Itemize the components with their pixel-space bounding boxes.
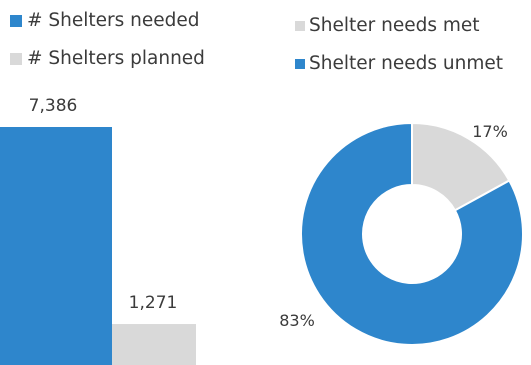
legend-item-shelters-planned: # Shelters planned [10, 48, 205, 69]
legend-label-met: Shelter needs met [309, 15, 480, 36]
legend-label-unmet: Shelter needs unmet [309, 53, 503, 74]
donut-slice-needs-unmet [300, 121, 524, 346]
donut-slice-needs-met [411, 121, 511, 212]
legend-swatch-needed [10, 14, 22, 27]
donut-percent-label: 17% [472, 122, 508, 141]
donut-percent-label: 83% [279, 311, 315, 330]
bar-value-label: 1,271 [129, 293, 178, 313]
bar-shelters-planned [112, 324, 196, 365]
bar-value-label: 7,386 [29, 96, 78, 116]
legend-label-planned: # Shelters planned [27, 48, 205, 69]
legend-item-needs-unmet: Shelter needs unmet [295, 53, 503, 74]
bar-shelters-needed [0, 127, 112, 365]
legend-swatch-planned [10, 52, 22, 65]
legend-item-shelters-needed: # Shelters needed [10, 10, 200, 31]
legend-label-needed: # Shelters needed [27, 10, 200, 31]
legend-item-needs-met: Shelter needs met [295, 15, 480, 36]
legend-swatch-unmet [295, 58, 305, 69]
legend-swatch-met [295, 20, 305, 31]
